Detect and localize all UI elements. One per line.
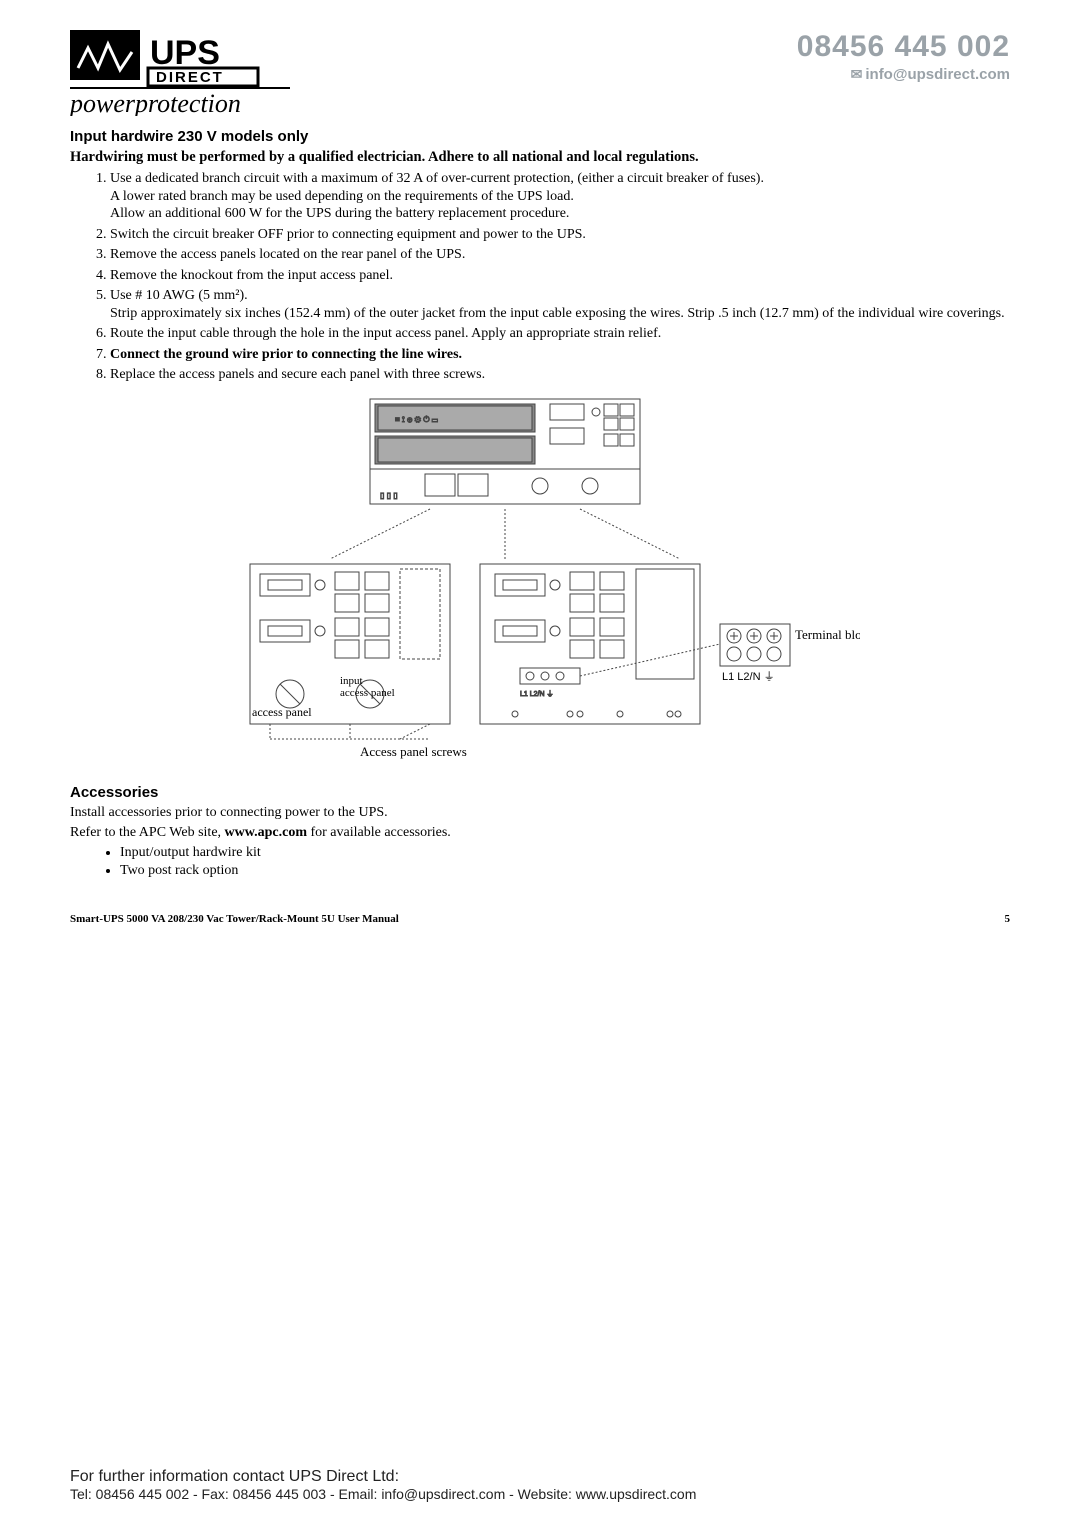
svg-text:L1 L2/N ⏚: L1 L2/N ⏚	[520, 690, 553, 698]
hardwiring-warning: Hardwiring must be performed by a qualif…	[70, 149, 1010, 166]
accessories-list: Input/output hardwire kit Two post rack …	[100, 845, 1010, 879]
document-footer: Smart-UPS 5000 VA 208/230 Vac Tower/Rack…	[70, 913, 1010, 925]
phone-number: 08456 445 002	[797, 30, 1010, 64]
email-icon: ✉	[851, 66, 863, 82]
footer-line-1: For further information contact UPS Dire…	[70, 1468, 1010, 1486]
wiring-diagram: ≡ ⟟ ⊕ ⚙ ⏻ ▭ ▯ ▯ ▯	[220, 394, 860, 774]
svg-text:input: input	[340, 675, 363, 687]
svg-text:Access panel screws: Access panel screws	[360, 744, 467, 759]
step-1: Use a dedicated branch circuit with a ma…	[110, 170, 1010, 223]
accessories-intro-2: Refer to the APC Web site, www.apc.com f…	[70, 825, 1010, 841]
step-3: Remove the access panels located on the …	[110, 246, 1010, 264]
step-8: Replace the access panels and secure eac…	[110, 366, 1010, 384]
step-5: Use # 10 AWG (5 mm²). Strip approximatel…	[110, 287, 1010, 322]
svg-text:DIRECT: DIRECT	[156, 69, 224, 86]
svg-text:L1 L2/N ⏚: L1 L2/N ⏚	[722, 670, 775, 683]
accessory-item: Two post rack option	[120, 863, 1010, 879]
page-header: UPS DIRECT powerprotection 08456 445 002…	[70, 30, 1010, 116]
doc-title: Smart-UPS 5000 VA 208/230 Vac Tower/Rack…	[70, 913, 399, 925]
step-6: Route the input cable through the hole i…	[110, 325, 1010, 343]
svg-text:access panel: access panel	[252, 705, 312, 719]
accessory-item: Input/output hardwire kit	[120, 845, 1010, 861]
email-address: info@upsdirect.com	[865, 66, 1010, 83]
accessories-intro-1: Install accessories prior to connecting …	[70, 805, 1010, 821]
contact-info: 08456 445 002 ✉info@upsdirect.com	[797, 30, 1010, 83]
svg-text:access panel: access panel	[340, 687, 395, 699]
svg-text:≡ ⟟ ⊕ ⚙ ⏻ ▭: ≡ ⟟ ⊕ ⚙ ⏻ ▭	[395, 415, 438, 424]
svg-text:Terminal block: Terminal block	[795, 627, 860, 642]
email-line: ✉info@upsdirect.com	[797, 66, 1010, 83]
step-4: Remove the knockout from the input acces…	[110, 267, 1010, 285]
section-title-accessories: Accessories	[70, 784, 1010, 801]
step-7: Connect the ground wire prior to connect…	[110, 346, 1010, 364]
instruction-list: Use a dedicated branch circuit with a ma…	[70, 170, 1010, 384]
step-2: Switch the circuit breaker OFF prior to …	[110, 226, 1010, 244]
svg-text:powerprotection: powerprotection	[70, 89, 241, 116]
footer-line-2: Tel: 08456 445 002 - Fax: 08456 445 003 …	[70, 1486, 1010, 1502]
svg-text:UPS: UPS	[150, 34, 220, 72]
section-title-input-hardwire: Input hardwire 230 V models only	[70, 128, 1010, 145]
page-number: 5	[1005, 913, 1011, 925]
company-logo: UPS DIRECT powerprotection	[70, 30, 300, 116]
page-contact-footer: For further information contact UPS Dire…	[70, 1468, 1010, 1502]
svg-text:▯ ▯ ▯: ▯ ▯ ▯	[380, 491, 398, 500]
